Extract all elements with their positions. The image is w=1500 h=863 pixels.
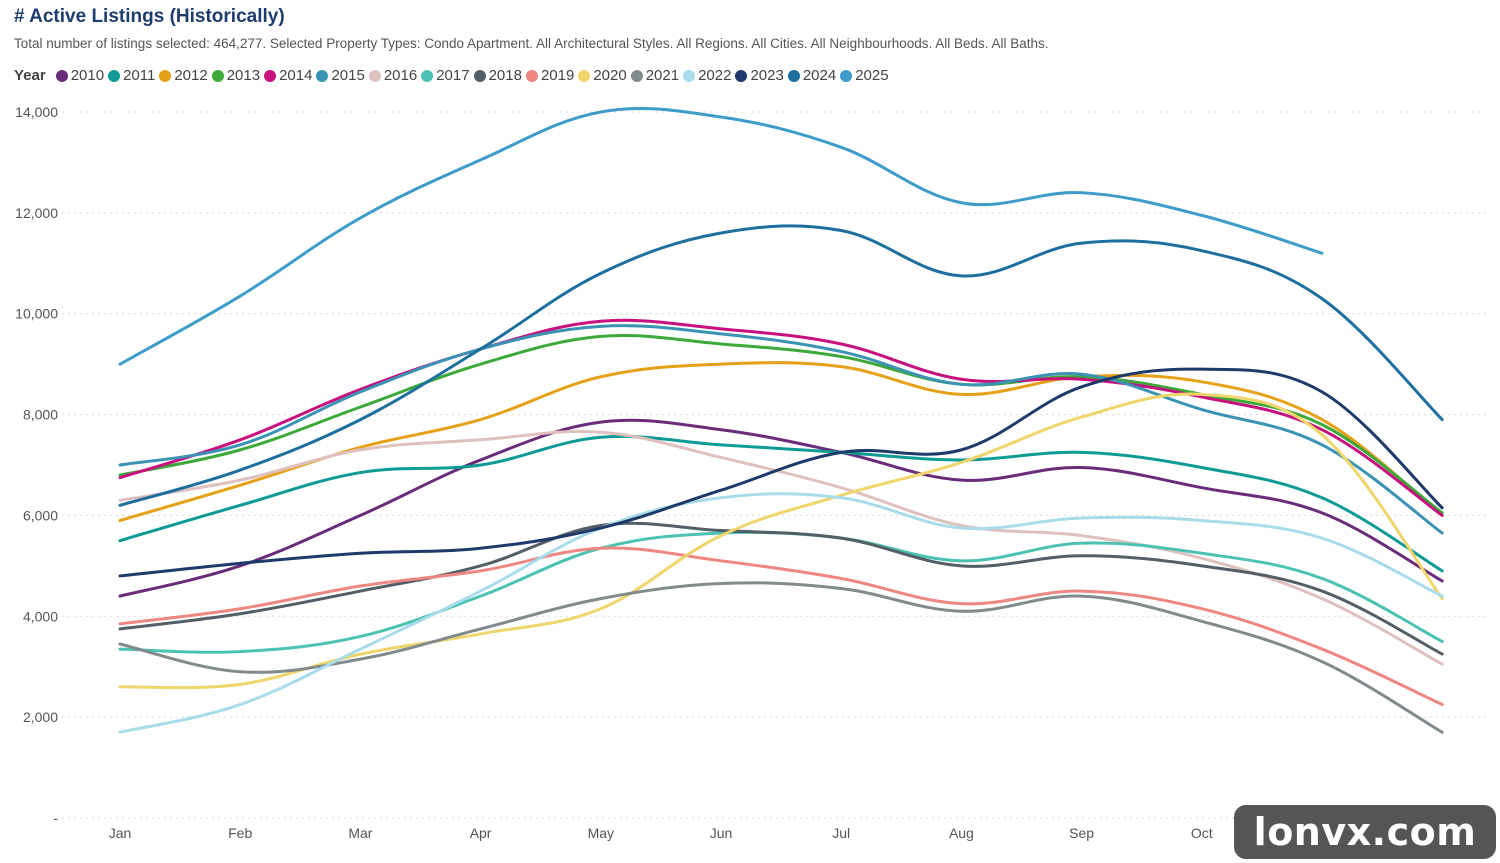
legend-label: 2011 <box>123 67 156 84</box>
legend-item-2017[interactable]: 2017 <box>421 67 470 84</box>
legend-label: 2025 <box>855 67 889 84</box>
series-line-2010[interactable] <box>118 418 1444 598</box>
chart-subtitle: Total number of listings selected: 464,2… <box>14 36 1049 51</box>
series-line-2014[interactable] <box>118 318 1444 517</box>
y-tick-label: 14,000 <box>15 104 58 120</box>
legend-item-2011[interactable]: 2011 <box>108 67 155 84</box>
legend-label: 2023 <box>750 67 784 84</box>
legend-item-2013[interactable]: 2013 <box>211 67 261 84</box>
legend-item-2019[interactable]: 2019 <box>525 67 575 84</box>
legend-swatch <box>159 69 172 82</box>
series-line-2025[interactable] <box>118 106 1324 366</box>
x-tick-label: Mar <box>348 825 372 841</box>
legend-item-2023[interactable]: 2023 <box>735 67 784 84</box>
legend-label: 2018 <box>488 67 522 84</box>
legend-label: 2010 <box>70 67 105 84</box>
legend-swatch <box>683 69 696 82</box>
x-tick-label: Feb <box>228 825 252 841</box>
series-line-2011[interactable] <box>118 434 1444 573</box>
x-tick-label: Oct <box>1191 825 1213 841</box>
y-tick-label: 8,000 <box>23 407 58 423</box>
x-tick-label: Jun <box>710 825 733 841</box>
x-tick-label: Aug <box>949 825 974 841</box>
legend-label: 2020 <box>593 67 627 84</box>
legend-swatch <box>840 69 853 82</box>
legend-swatch <box>55 69 68 82</box>
legend-swatch <box>264 69 277 82</box>
legend-item-2022[interactable]: 2022 <box>683 67 731 84</box>
y-tick-label: - <box>53 810 58 826</box>
series-line-2012[interactable] <box>118 361 1444 522</box>
legend-swatch <box>578 69 591 82</box>
legend-item-2025[interactable]: 2025 <box>840 67 889 84</box>
series-lines <box>118 106 1444 734</box>
legend-label: 2022 <box>698 67 732 84</box>
legend-swatch <box>211 69 224 82</box>
series-line-2019[interactable] <box>118 546 1444 707</box>
y-tick-label: 2,000 <box>23 709 58 725</box>
legend-label: 2014 <box>279 67 313 84</box>
legend-swatch <box>473 69 486 82</box>
legend-item-2014[interactable]: 2014 <box>264 67 312 84</box>
chart-title: # Active Listings (Historically) <box>14 6 285 27</box>
x-tick-label: Jul <box>832 825 850 841</box>
legend-item-2021[interactable]: 2021 <box>630 67 680 84</box>
x-tick-label: Jan <box>109 825 132 841</box>
y-tick-label: 10,000 <box>15 306 58 322</box>
legend-swatch <box>630 69 643 82</box>
chart-legend: Year 2010 2011 2012 2013 2014 2015 2016 2017 201… <box>14 67 893 84</box>
watermark-badge: lonvx.com <box>1234 805 1496 859</box>
legend-swatch <box>368 69 381 82</box>
legend-label: 2016 <box>383 67 418 84</box>
series-line-2021[interactable] <box>118 581 1444 734</box>
legend-label: 2021 <box>645 67 680 84</box>
legend-label: 2017 <box>436 67 470 84</box>
series-line-2020[interactable] <box>118 392 1444 690</box>
series-line-2018[interactable] <box>118 521 1444 656</box>
series-line-2016[interactable] <box>118 429 1444 666</box>
series-line-2015[interactable] <box>118 324 1444 535</box>
legend-label: 2012 <box>174 67 208 84</box>
series-line-2023[interactable] <box>118 367 1444 578</box>
x-tick-label: Sep <box>1069 825 1094 841</box>
y-tick-label: 6,000 <box>23 507 58 523</box>
legend-item-2015[interactable]: 2015 <box>316 67 365 84</box>
legend-item-2016[interactable]: 2016 <box>368 67 418 84</box>
legend-swatch <box>421 69 434 82</box>
legend-item-2018[interactable]: 2018 <box>473 67 522 84</box>
legend-swatch <box>108 69 121 82</box>
legend-swatch <box>316 69 329 82</box>
legend-swatch <box>787 69 800 82</box>
legend-label: 2024 <box>802 67 837 84</box>
legend-item-2024[interactable]: 2024 <box>787 67 837 84</box>
legend-item-2020[interactable]: 2020 <box>578 67 627 84</box>
x-tick-label: Apr <box>470 825 492 841</box>
series-line-2024[interactable] <box>118 224 1444 507</box>
y-tick-label: 4,000 <box>23 608 58 624</box>
x-tick-label: May <box>588 825 614 841</box>
y-axis: - 2,000 4,000 6,000 8,000 10,000 12,000 14,000 <box>15 104 58 826</box>
x-axis: Jan Feb Mar Apr May Jun Jul Aug Sep Oct <box>109 825 1213 841</box>
legend-label: 2013 <box>226 67 261 84</box>
gridlines <box>62 111 1490 819</box>
legend-item-2010[interactable]: 2010 <box>55 67 105 84</box>
legend-label: 2015 <box>331 67 365 84</box>
series-line-2022[interactable] <box>118 492 1444 734</box>
series-line-2013[interactable] <box>118 333 1444 515</box>
legend-item-2012[interactable]: 2012 <box>159 67 208 84</box>
legend-swatch <box>525 69 538 82</box>
y-tick-label: 12,000 <box>15 205 58 221</box>
legend-swatch <box>735 69 748 82</box>
legend-title: Year <box>14 67 46 84</box>
legend-label: 2019 <box>540 67 575 84</box>
